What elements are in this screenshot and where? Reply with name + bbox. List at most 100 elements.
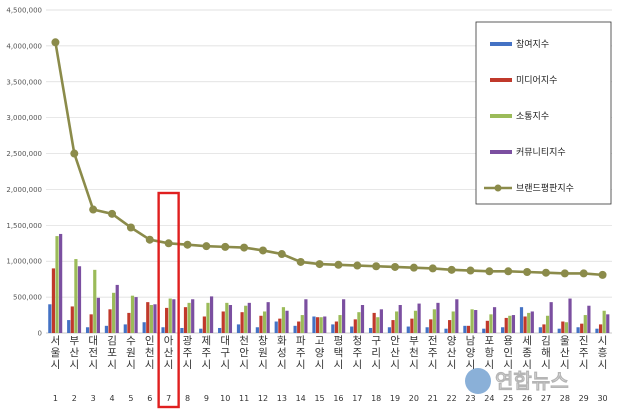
- bar-커뮤니티지수: [549, 302, 553, 333]
- bar-미디어지수: [165, 307, 169, 333]
- rank-label: 22: [447, 394, 457, 403]
- bar-소통지수: [130, 295, 135, 333]
- bar-소통지수: [319, 317, 323, 333]
- bar-커뮤니티지수: [266, 302, 270, 333]
- y-tick-label: 1,500,000: [6, 222, 42, 230]
- bar-커뮤니티지수: [247, 302, 251, 333]
- bar-커뮤니티지수: [360, 305, 365, 333]
- rank-label: 3: [91, 394, 96, 403]
- bar-소통지수: [262, 311, 267, 333]
- bar-미디어지수: [51, 268, 56, 333]
- point-브랜드평판지수: [126, 223, 135, 232]
- bar-커뮤니티지수: [228, 305, 233, 333]
- bar-참여지수: [180, 327, 184, 333]
- rank-label: 1: [53, 394, 58, 403]
- legend-label: 참여지수: [516, 38, 549, 50]
- bar-참여지수: [406, 326, 410, 333]
- point-브랜드평판지수: [353, 261, 362, 270]
- highlight-rect: [157, 191, 180, 409]
- bar-커뮤니티지수: [96, 297, 100, 333]
- point-브랜드평판지수: [51, 38, 60, 47]
- point-브랜드평판지수: [315, 260, 324, 269]
- y-tick-label: 4,500,000: [6, 7, 42, 15]
- bar-커뮤니티지수: [323, 316, 327, 333]
- point-브랜드평판지수: [391, 262, 400, 271]
- point-브랜드평판지수: [296, 257, 305, 266]
- bar-커뮤니티지수: [115, 284, 119, 333]
- bar-커뮤니티지수: [568, 298, 572, 333]
- bar-소통지수: [225, 302, 229, 333]
- legend-label: 커뮤니티지수: [516, 147, 566, 158]
- rank-label: 29: [579, 394, 589, 403]
- y-tick-label: 2,500,000: [6, 150, 42, 158]
- legend-swatch: [490, 78, 512, 82]
- bar-참여지수: [48, 304, 52, 333]
- bar-참여지수: [312, 316, 316, 333]
- bar-참여지수: [199, 328, 203, 333]
- point-브랜드평판지수: [221, 242, 230, 251]
- bar-소통지수: [74, 259, 78, 333]
- point-브랜드평판지수: [202, 242, 211, 251]
- bar-참여지수: [368, 327, 373, 333]
- rank-label: 2: [72, 394, 77, 403]
- legend-swatch: [490, 150, 512, 154]
- bar-미디어지수: [598, 324, 603, 333]
- bar-참여지수: [293, 325, 297, 333]
- bar-커뮤니티지수: [172, 299, 176, 333]
- bar-소통지수: [564, 322, 569, 333]
- legend-swatch-marker: [494, 184, 502, 192]
- bar-미디어지수: [448, 320, 452, 333]
- bar-소통지수: [376, 317, 380, 333]
- point-브랜드평판지수: [598, 270, 607, 279]
- rank-label: 25: [503, 394, 513, 403]
- bar-참여지수: [557, 328, 561, 333]
- bar-커뮤니티지수: [530, 311, 534, 333]
- bar-참여지수: [67, 320, 71, 333]
- bar-미디어지수: [429, 319, 433, 333]
- point-브랜드평판지수: [372, 262, 381, 271]
- rank-label: 26: [522, 394, 532, 403]
- bar-미디어지수: [334, 321, 339, 333]
- bar-참여지수: [519, 307, 524, 333]
- bar-커뮤니티지수: [304, 299, 308, 333]
- bar-커뮤니티지수: [153, 304, 157, 333]
- point-브랜드평판지수: [579, 269, 588, 278]
- point-브랜드평판지수: [164, 239, 173, 248]
- bar-미디어지수: [580, 323, 584, 333]
- bar-참여지수: [482, 328, 486, 333]
- rank-label: 17: [352, 394, 362, 403]
- bar-소통지수: [545, 315, 550, 333]
- bar-소통지수: [93, 269, 97, 333]
- bar-커뮤니티지수: [474, 310, 478, 333]
- bar-참여지수: [255, 327, 259, 333]
- bar-참여지수: [576, 327, 580, 333]
- bar-커뮤니티지수: [436, 302, 440, 333]
- point-브랜드평판지수: [108, 209, 117, 218]
- bar-커뮤니티지수: [606, 314, 610, 333]
- bar-미디어지수: [108, 309, 112, 333]
- bar-참여지수: [236, 324, 241, 333]
- bar-커뮤니티지수: [492, 307, 497, 333]
- y-axis: 0 500,000 1,000,000 1,500,000 2,000,000 2,500…: [6, 7, 42, 338]
- bar-소통지수: [300, 315, 304, 333]
- bar-커뮤니티지수: [191, 299, 195, 333]
- bar-미디어지수: [561, 321, 565, 333]
- y-tick-label: 3,000,000: [6, 114, 42, 122]
- rank-label: 5: [128, 394, 133, 403]
